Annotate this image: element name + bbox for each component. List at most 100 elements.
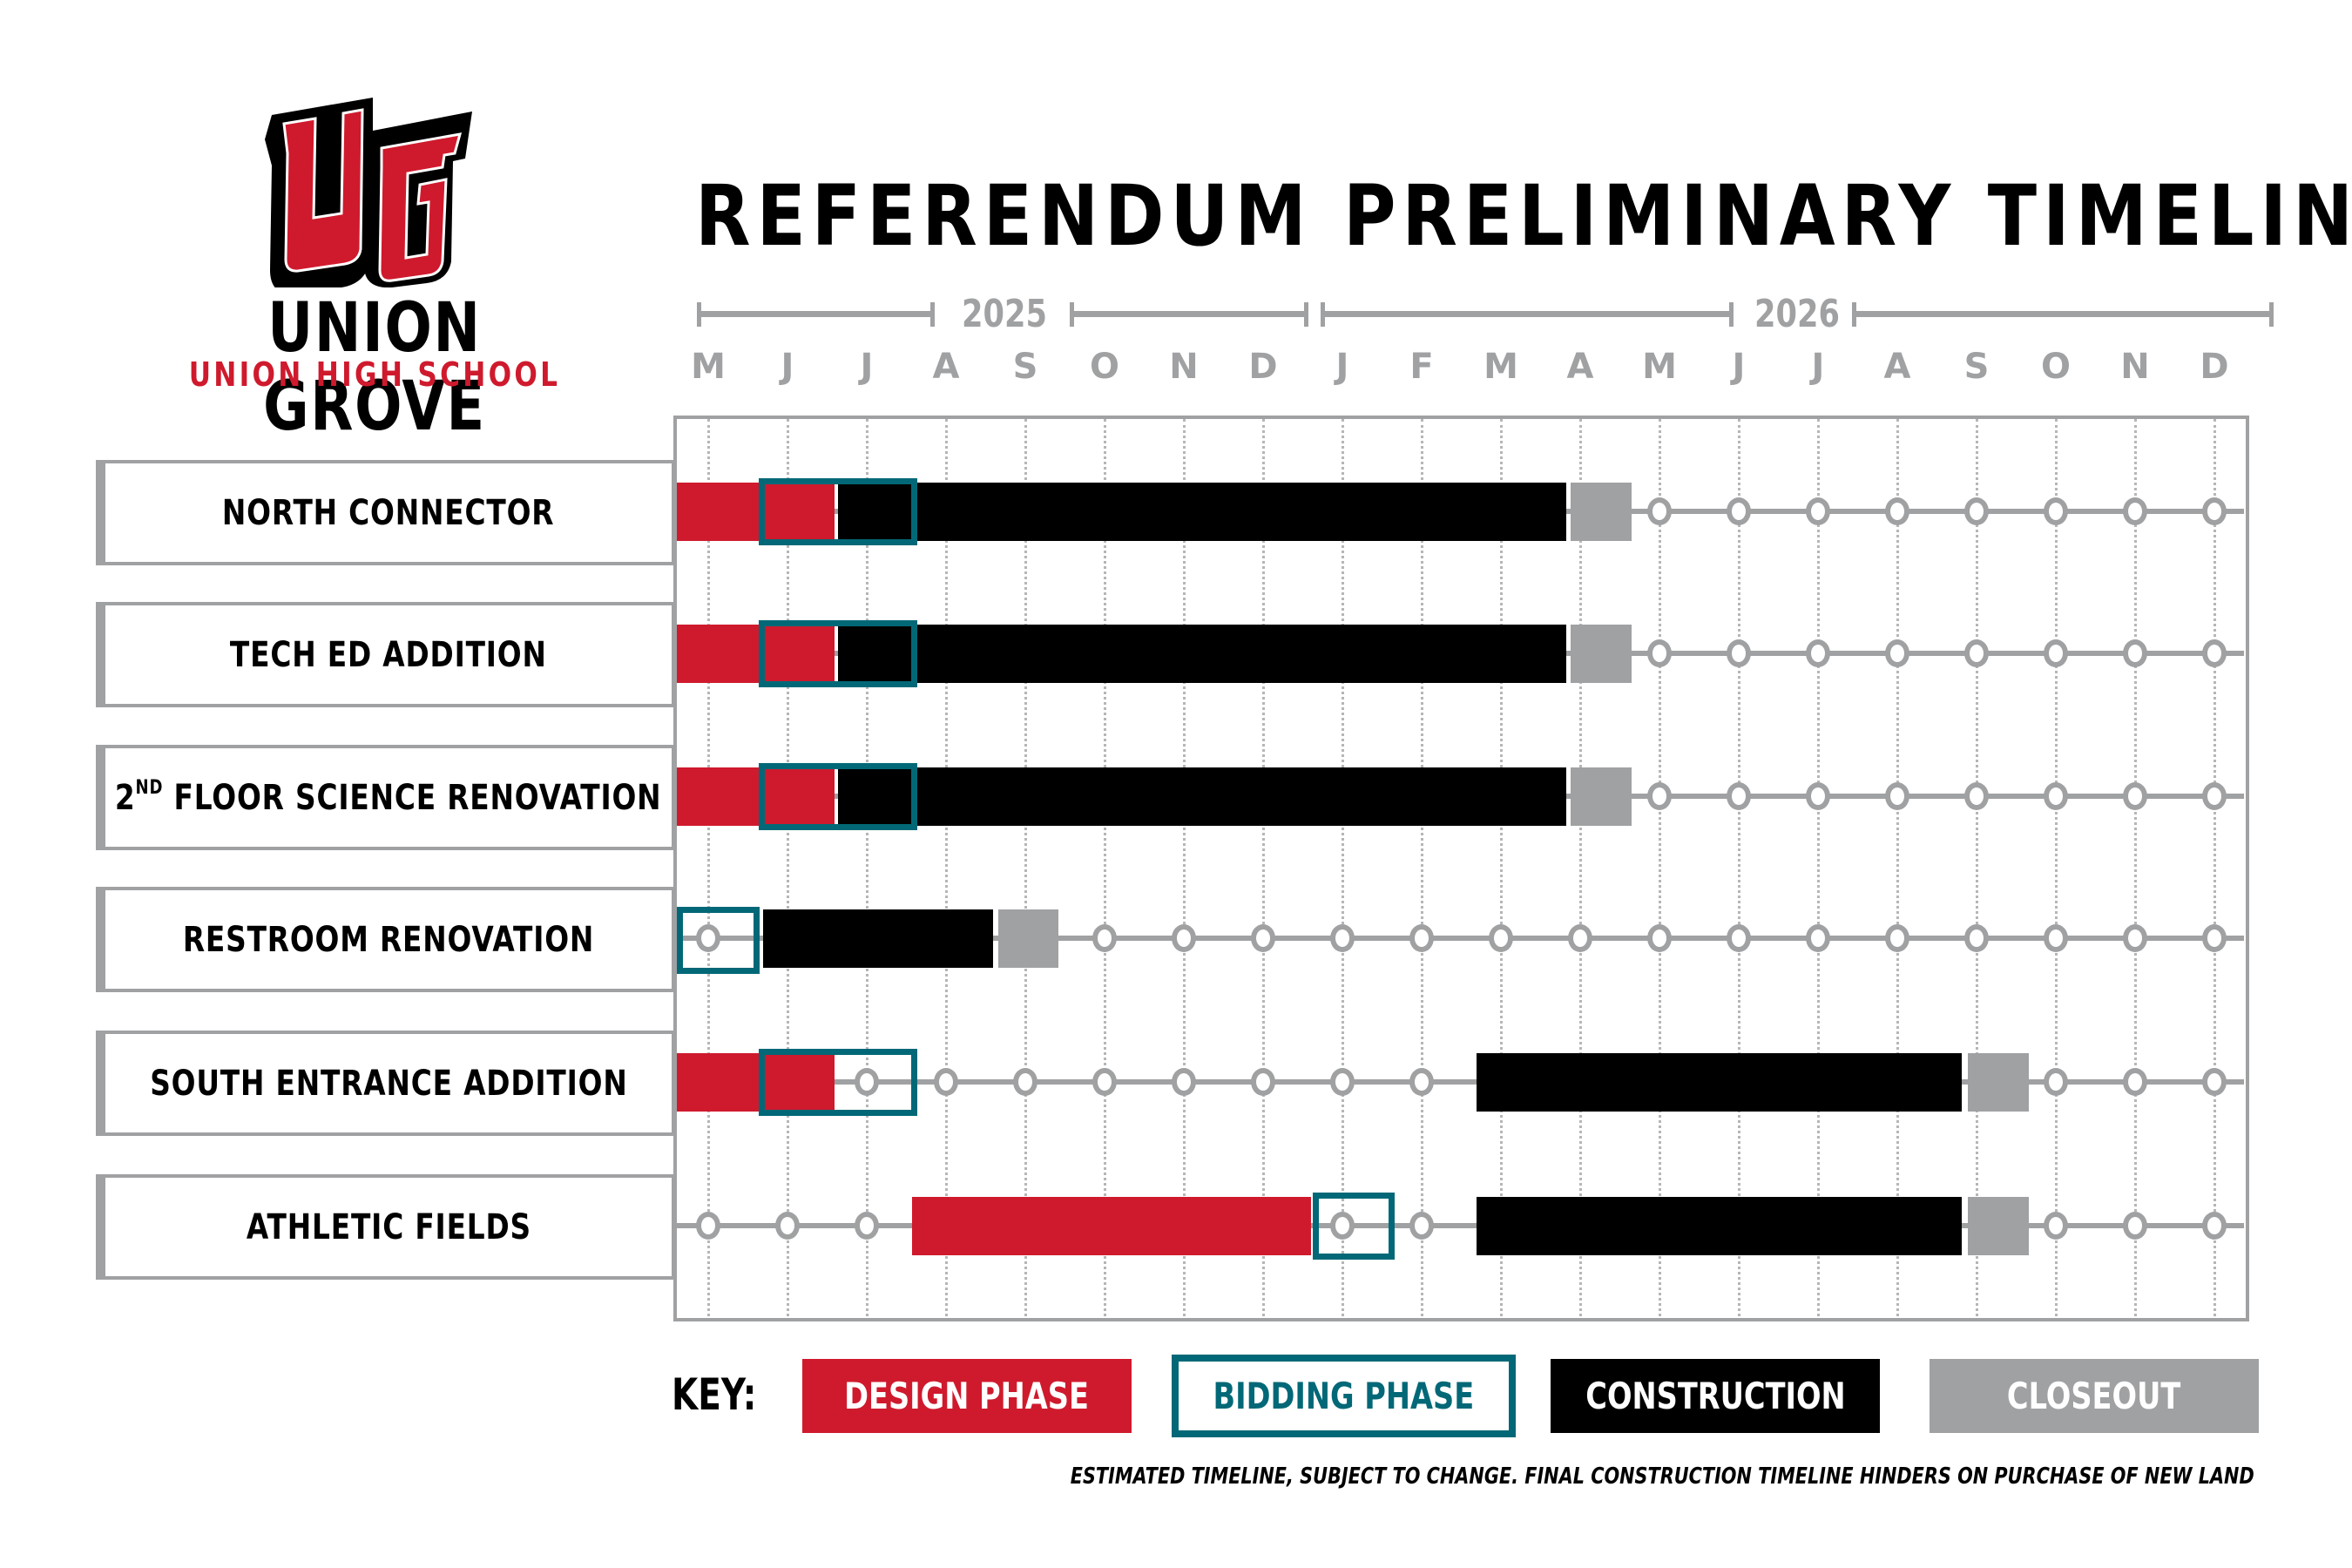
construction-bar [838, 625, 1566, 683]
month-dot [2123, 924, 2147, 952]
design-phase-bar [677, 625, 762, 683]
gridline [945, 419, 948, 1316]
month-dot [2123, 1068, 2147, 1096]
month-dot [775, 1212, 800, 1240]
month-label: F [1409, 347, 1434, 387]
month-label: O [2040, 347, 2071, 387]
bidding-phase-box [1313, 1193, 1395, 1260]
month-label: M [1642, 347, 1677, 387]
ruler-tick [697, 302, 701, 327]
month-label: J [860, 347, 874, 387]
month-dot [855, 1068, 879, 1096]
month-dot [2202, 924, 2227, 952]
month-dot [1568, 924, 1592, 952]
month-dot [1172, 924, 1196, 952]
month-dot [696, 924, 720, 952]
gridline [787, 419, 789, 1316]
construction-bar [1477, 1197, 1962, 1255]
legend-label: CLOSEOUT [2007, 1375, 2181, 1417]
closeout-bar [1571, 483, 1632, 541]
ordinal-number: 2 [115, 778, 136, 818]
row-label-text: SOUTH ENTRANCE ADDITION [149, 1063, 628, 1104]
ruler-tick [2269, 302, 2274, 327]
month-dot [1092, 1068, 1117, 1096]
month-dot [1964, 924, 1989, 952]
month-label: M [691, 347, 726, 387]
month-dot [1806, 782, 1830, 810]
month-dot [1727, 639, 1751, 667]
row-label-tech-ed-addition: TECH ED ADDITION [96, 602, 675, 707]
legend-construction: CONSTRUCTION [1551, 1359, 1880, 1433]
bidding-phase-box [677, 907, 760, 974]
month-dot [2044, 639, 2068, 667]
gridline [1024, 419, 1027, 1316]
bidding-phase-box [759, 478, 917, 545]
bidding-phase-box [759, 1049, 917, 1116]
month-dot [1092, 924, 1117, 952]
month-dot [2123, 497, 2147, 525]
gridline [2213, 419, 2216, 1316]
gridline [1976, 419, 1978, 1316]
month-dot [1885, 924, 1909, 952]
row-label-text: 2ND FLOOR SCIENCE RENOVATION [115, 777, 662, 818]
construction-bar [1477, 1053, 1962, 1112]
month-dot [1885, 782, 1909, 810]
gridline [1817, 419, 1820, 1316]
legend-title: KEY: [672, 1369, 757, 1420]
month-dot [1330, 924, 1355, 952]
month-label: S [1963, 347, 1990, 387]
month-dot [855, 1212, 879, 1240]
row-label-science-renovation: 2ND FLOOR SCIENCE RENOVATION [96, 745, 675, 850]
design-phase-bar [677, 1053, 762, 1112]
legend-bidding-phase: BIDDING PHASE [1172, 1355, 1516, 1437]
month-dot [2044, 924, 2068, 952]
closeout-bar [1968, 1197, 2029, 1255]
year-label-2025: 2025 [962, 292, 1047, 336]
month-dot [1806, 497, 1830, 525]
gridline [1342, 419, 1344, 1316]
construction-bar [763, 909, 993, 968]
row-label-athletic-fields: ATHLETIC FIELDS [96, 1174, 675, 1280]
gridline [1104, 419, 1106, 1316]
legend-design-phase: DESIGN PHASE [802, 1359, 1132, 1433]
month-label: N [2120, 347, 2150, 387]
ruler-tick [930, 302, 935, 327]
month-dot [934, 1068, 958, 1096]
closeout-bar [1968, 1053, 2029, 1112]
bidding-phase-box [759, 620, 917, 687]
ordinal-suffix: ND [135, 777, 164, 799]
row-track [677, 1079, 2244, 1085]
gridline [1738, 419, 1740, 1316]
row-label-rest: FLOOR SCIENCE RENOVATION [173, 778, 662, 818]
year-label-2026: 2026 [1754, 292, 1840, 336]
month-label: A [1883, 347, 1911, 387]
month-label: M [1484, 347, 1518, 387]
month-label: J [1811, 347, 1825, 387]
gridline [866, 419, 868, 1316]
school-name: UNION GROVE [263, 289, 486, 446]
row-label-north-connector: NORTH CONNECTOR [96, 460, 675, 565]
closeout-bar [998, 909, 1058, 968]
month-dot [1806, 639, 1830, 667]
row-label-text: TECH ED ADDITION [230, 634, 547, 675]
bidding-phase-box [759, 763, 917, 830]
month-dot [2044, 782, 2068, 810]
row-track [677, 936, 2244, 941]
design-phase-bar [677, 483, 762, 541]
page-title: REFERENDUM PRELIMINARY TIMELINE [695, 167, 2352, 265]
month-dot [2044, 1212, 2068, 1240]
month-dot [1647, 782, 1672, 810]
design-phase-bar [765, 1053, 835, 1112]
school-subtitle: UNION HIGH SCHOOL [188, 355, 561, 394]
month-label: O [1089, 347, 1119, 387]
month-dot [1330, 1212, 1355, 1240]
gridline [1896, 419, 1899, 1316]
gridline [1183, 419, 1186, 1316]
month-dot [1489, 924, 1513, 952]
month-dot [2123, 639, 2147, 667]
legend-label: CONSTRUCTION [1585, 1375, 1846, 1417]
construction-bar [838, 483, 1566, 541]
month-dot [2044, 497, 2068, 525]
month-dot [2123, 1212, 2147, 1240]
design-phase-bar [765, 625, 835, 683]
